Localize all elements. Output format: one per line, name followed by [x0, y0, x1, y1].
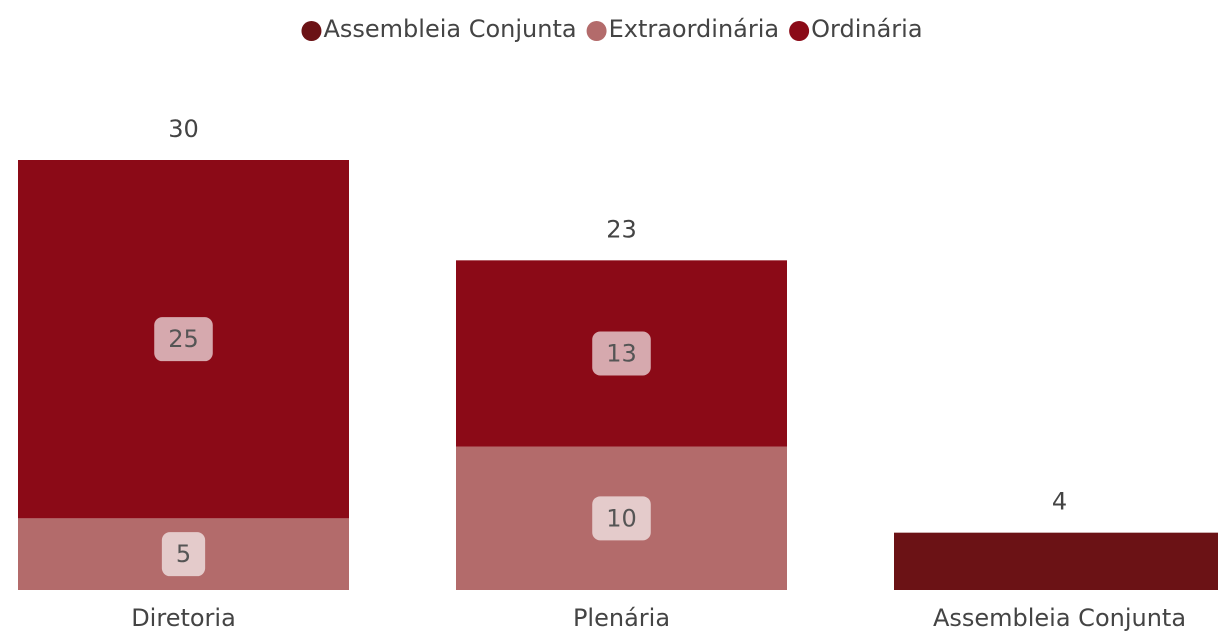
data-label: 10 — [606, 504, 637, 532]
total-label: 30 — [168, 115, 199, 143]
legend-swatch — [301, 21, 322, 41]
legend-label: Assembleia Conjunta — [323, 15, 576, 43]
data-label: 13 — [606, 340, 637, 368]
legend-swatch — [586, 21, 607, 41]
legend-swatch — [789, 21, 810, 41]
data-label: 5 — [176, 540, 191, 568]
x-tick-label: Diretoria — [131, 604, 236, 632]
data-label: 25 — [168, 325, 199, 353]
legend-label: Extraordinária — [609, 15, 780, 43]
data-label-box — [154, 317, 213, 362]
data-label-box — [161, 532, 206, 577]
legend-label: Ordinária — [811, 15, 922, 43]
data-label-box — [592, 331, 651, 376]
x-tick-label: Plenária — [573, 604, 670, 632]
bar-segment — [894, 532, 1218, 590]
total-label: 23 — [606, 215, 637, 243]
x-tick-label: Assembleia Conjunta — [933, 604, 1186, 632]
data-label-box — [592, 496, 651, 541]
total-label: 4 — [1052, 488, 1067, 516]
